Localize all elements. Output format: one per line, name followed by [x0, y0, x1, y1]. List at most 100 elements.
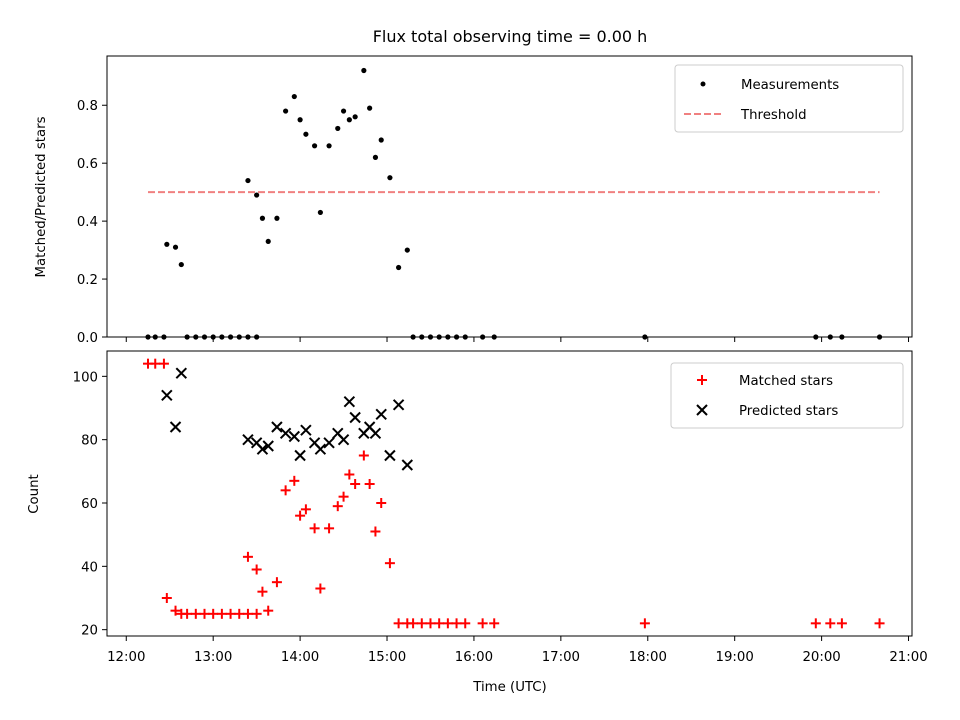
measurement-point — [404, 247, 410, 253]
measurement-point — [178, 261, 184, 268]
measurement-point — [340, 108, 347, 114]
predicted-star-point — [314, 443, 327, 455]
matched-star-point — [295, 510, 306, 521]
matched-star-point — [332, 501, 343, 512]
predicted-star-point — [392, 399, 405, 411]
measurement-point — [367, 105, 373, 111]
matched-star-point — [324, 523, 335, 534]
bottom-y-tick-label: 80 — [81, 434, 98, 449]
matched-star-point — [384, 558, 395, 569]
measurement-point — [265, 238, 271, 245]
bottom-y-tick-label: 40 — [81, 560, 98, 575]
bottom-x-ticks: 12:00 13:00 14:00 15:00 16:00 17:00 18:00 19:00… — [107, 636, 928, 665]
bottom-panel: 20 40 60 80 100 12:00 13:00 14:00 15:00 16:00 17:… — [27, 350, 928, 695]
top-legend: Measurements Threshold — [674, 64, 904, 133]
matched-star-point — [442, 618, 453, 629]
matched-star-point — [300, 504, 311, 515]
predicted-star-point — [349, 411, 361, 424]
legend-measurements-marker — [700, 81, 706, 87]
chart-title: Flux total observing time = 0.00 h — [373, 27, 648, 46]
measurement-point — [297, 117, 303, 123]
matched-star-point — [199, 608, 210, 619]
predicted-star-point — [294, 449, 306, 462]
top-y-axis-label: Matched/Predicted stars — [34, 116, 49, 277]
top-y-tick-label: 0.8 — [77, 99, 98, 114]
measurement-point — [326, 143, 332, 149]
matched-star-point — [425, 618, 436, 629]
predicted-star-point — [271, 421, 283, 433]
matched-star-point — [309, 523, 320, 534]
matched-star-point — [263, 605, 274, 616]
predicted-star-point — [337, 433, 350, 446]
matched-star-point — [477, 618, 488, 629]
matched-star-point — [434, 618, 445, 629]
matched-star-point — [251, 564, 262, 575]
top-y-ticks: 0.0 0.2 0.4 0.6 0.8 — [77, 99, 107, 346]
measurement-point — [346, 117, 352, 123]
predicted-star-point — [401, 459, 414, 471]
measurement-point — [352, 114, 358, 120]
bottom-y-tick-label: 100 — [73, 370, 98, 385]
matched-star-point — [810, 618, 821, 629]
predicted-star-point — [169, 421, 182, 433]
legend-matched-label: Matched stars — [739, 374, 833, 389]
matched-star-point — [639, 618, 650, 629]
matched-star-point — [158, 358, 169, 369]
predicted-star-point — [288, 430, 301, 443]
measurement-point — [254, 192, 260, 198]
x-tick-label: 13:00 — [194, 650, 232, 665]
predicted-star-point — [300, 424, 312, 436]
matched-star-point — [280, 485, 291, 496]
bottom-y-tick-label: 20 — [81, 624, 98, 639]
bottom-y-axis-label: Count — [27, 474, 42, 514]
predicted-star-point — [279, 427, 292, 440]
bottom-y-tick-label: 60 — [81, 497, 98, 512]
top-x-ticks — [125, 337, 910, 342]
matched-star-point — [289, 475, 300, 486]
top-legend-box — [674, 64, 904, 133]
top-y-tick-label: 0.0 — [77, 331, 98, 346]
matched-star-point — [358, 450, 369, 461]
top-y-tick-label: 0.6 — [77, 157, 98, 172]
matched-star-point — [393, 618, 404, 629]
matched-star-point — [338, 491, 349, 502]
bottom-x-axis-label: Time (UTC) — [472, 680, 547, 695]
predicted-star-point — [384, 449, 396, 462]
matched-star-point — [208, 608, 219, 619]
predicted-star-point — [343, 395, 356, 408]
matched-star-point — [416, 618, 427, 629]
matched-star-point — [271, 577, 282, 588]
measurement-point — [245, 177, 251, 184]
matched-star-point — [150, 358, 161, 369]
x-tick-label: 18:00 — [629, 650, 667, 665]
measurement-point — [164, 241, 170, 247]
measurement-point — [291, 93, 297, 100]
x-tick-label: 21:00 — [889, 650, 927, 665]
predicted-star-point — [262, 440, 274, 452]
measurement-point — [378, 137, 384, 143]
measurement-point — [372, 154, 379, 160]
matched-star-point — [170, 605, 181, 616]
predicted-star-point — [375, 408, 387, 421]
legend-predicted-label: Predicted stars — [739, 404, 838, 419]
matched-star-point — [451, 618, 462, 629]
matched-star-point — [825, 618, 836, 629]
x-tick-label: 19:00 — [716, 650, 754, 665]
predicted-star-point — [161, 389, 173, 402]
x-tick-label: 15:00 — [368, 650, 406, 665]
legend-predicted-marker — [696, 404, 708, 416]
bottom-marks — [142, 358, 885, 629]
measurement-point — [259, 215, 266, 221]
predicted-star-point — [256, 443, 269, 455]
matched-star-point — [364, 479, 375, 489]
matched-star-point — [376, 498, 387, 508]
top-y-tick-label: 0.2 — [77, 273, 98, 288]
bottom-legend: Matched stars Predicted stars — [670, 362, 904, 429]
matched-star-point — [182, 608, 193, 619]
x-tick-label: 17:00 — [542, 650, 580, 665]
legend-matched-marker — [697, 375, 707, 385]
bottom-legend-box — [670, 362, 904, 429]
x-tick-label: 12:00 — [107, 650, 145, 665]
predicted-star-point — [242, 433, 254, 446]
bottom-y-ticks: 20 40 60 80 100 — [73, 370, 107, 639]
